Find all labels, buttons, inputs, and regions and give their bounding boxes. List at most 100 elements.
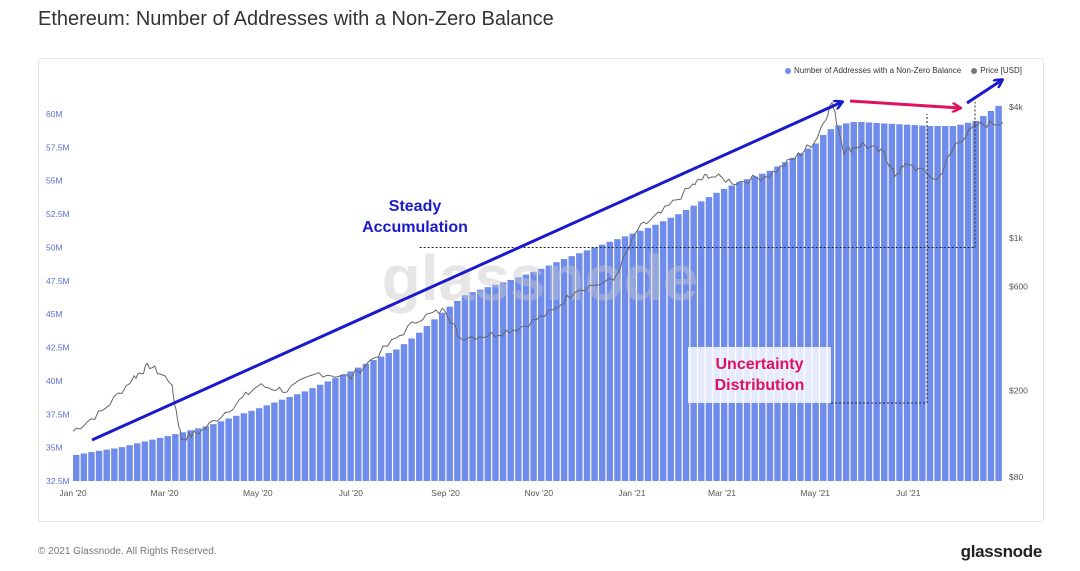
address-bar	[149, 439, 156, 481]
address-bar	[553, 262, 560, 481]
address-bar	[492, 284, 499, 481]
x-tick-label: Jan '21	[618, 488, 645, 498]
address-bar	[865, 122, 873, 481]
address-bar	[385, 353, 392, 481]
address-bar	[103, 449, 110, 481]
y-right-tick-label: $4k	[1009, 102, 1023, 112]
address-bar	[713, 192, 720, 481]
address-bar	[987, 110, 995, 482]
address-bar	[690, 205, 697, 482]
address-bar	[80, 453, 88, 481]
address-bar	[210, 424, 217, 481]
address-bar	[789, 157, 796, 481]
y-left-tick-label: 60M	[46, 109, 63, 119]
address-bar	[408, 338, 415, 481]
address-bar	[652, 224, 659, 482]
legend-item-addresses[interactable]: Number of Addresses with a Non-Zero Bala…	[785, 66, 961, 75]
address-bar	[568, 256, 575, 481]
x-tick-label: Sep '20	[431, 488, 460, 498]
footer-logo[interactable]: glassnode	[960, 542, 1043, 561]
address-bar	[515, 277, 522, 481]
address-bar	[606, 241, 614, 481]
address-bar	[545, 265, 553, 481]
address-bar	[324, 381, 331, 481]
address-bar	[964, 122, 972, 481]
address-bar	[751, 176, 758, 482]
address-bar	[286, 396, 293, 481]
y-left-tick-label: 40M	[46, 376, 63, 386]
address-bar	[400, 344, 408, 481]
address-bar	[477, 289, 484, 481]
y-left-tick-label: 42.5M	[46, 343, 70, 353]
address-bar	[194, 428, 202, 481]
address-bar	[667, 217, 675, 482]
annotation-uncertainty-line2: Distribution	[714, 377, 805, 394]
address-bar	[431, 319, 438, 481]
address-bar	[240, 413, 248, 481]
footer-copyright: © 2021 Glassnode. All Rights Reserved.	[38, 546, 217, 557]
address-bar	[446, 306, 453, 481]
x-tick-label: May '21	[800, 488, 830, 498]
legend-label-addresses: Number of Addresses with a Non-Zero Bala…	[794, 66, 962, 75]
address-bar	[454, 300, 461, 481]
address-bar	[949, 126, 957, 481]
address-bar	[743, 179, 751, 481]
address-bar	[614, 239, 621, 481]
address-bar	[820, 134, 827, 481]
address-bar	[682, 209, 690, 481]
address-bar	[126, 445, 133, 481]
address-bar	[621, 236, 629, 481]
annotation-steady-accumulation: Steady Accumulation	[345, 196, 485, 238]
address-bar	[766, 170, 774, 481]
address-bar	[675, 214, 682, 481]
address-bar	[172, 434, 179, 481]
address-bar	[362, 363, 370, 481]
address-bar	[842, 123, 850, 482]
address-bar	[499, 282, 507, 481]
address-bar	[576, 253, 583, 481]
address-bar	[598, 244, 606, 481]
y-left-tick-label: 50M	[46, 243, 63, 253]
x-tick-label: Mar '20	[151, 488, 179, 498]
address-bar	[705, 197, 713, 482]
address-bar	[538, 268, 545, 481]
address-bar	[530, 271, 537, 481]
address-bar	[919, 125, 926, 482]
address-bar	[156, 437, 164, 481]
y-left-tick-label: 35M	[46, 443, 63, 453]
address-bar	[187, 430, 194, 481]
y-left-tick-label: 57.5M	[46, 142, 70, 152]
address-bar	[881, 123, 888, 481]
x-tick-label: Jul '21	[896, 488, 921, 498]
address-bar	[278, 399, 286, 481]
address-bar	[393, 349, 400, 481]
address-bar	[736, 182, 743, 481]
legend-swatch-price	[971, 67, 978, 74]
address-bar	[804, 148, 812, 481]
address-bar	[774, 166, 781, 482]
address-bar	[888, 123, 896, 481]
x-tick-label: Nov '20	[525, 488, 554, 498]
address-bar	[759, 173, 766, 482]
address-bar	[438, 312, 446, 481]
y-right-tick-label: $1k	[1009, 233, 1023, 243]
chart-title: Ethereum: Number of Addresses with a Non…	[38, 8, 554, 30]
address-bar	[316, 384, 324, 481]
address-bar	[484, 287, 492, 481]
address-bar	[347, 371, 354, 481]
y-left-tick-label: 32.5M	[46, 476, 70, 486]
y-left-tick-label: 47.5M	[46, 276, 70, 286]
red-sideways-arrow	[849, 99, 960, 108]
address-bar	[133, 443, 141, 481]
address-bar	[141, 441, 149, 481]
y-right-tick-label: $600	[1009, 281, 1028, 291]
y-left-tick-label: 55M	[46, 176, 63, 186]
address-bar	[423, 326, 431, 481]
address-bar	[926, 126, 934, 481]
chart-legend: Number of Addresses with a Non-Zero Bala…	[785, 66, 1022, 75]
legend-item-price[interactable]: Price [USD]	[971, 66, 1022, 75]
legend-swatch-addresses	[785, 67, 791, 74]
address-bar	[88, 452, 95, 481]
y-right-tick-label: $200	[1009, 385, 1028, 395]
